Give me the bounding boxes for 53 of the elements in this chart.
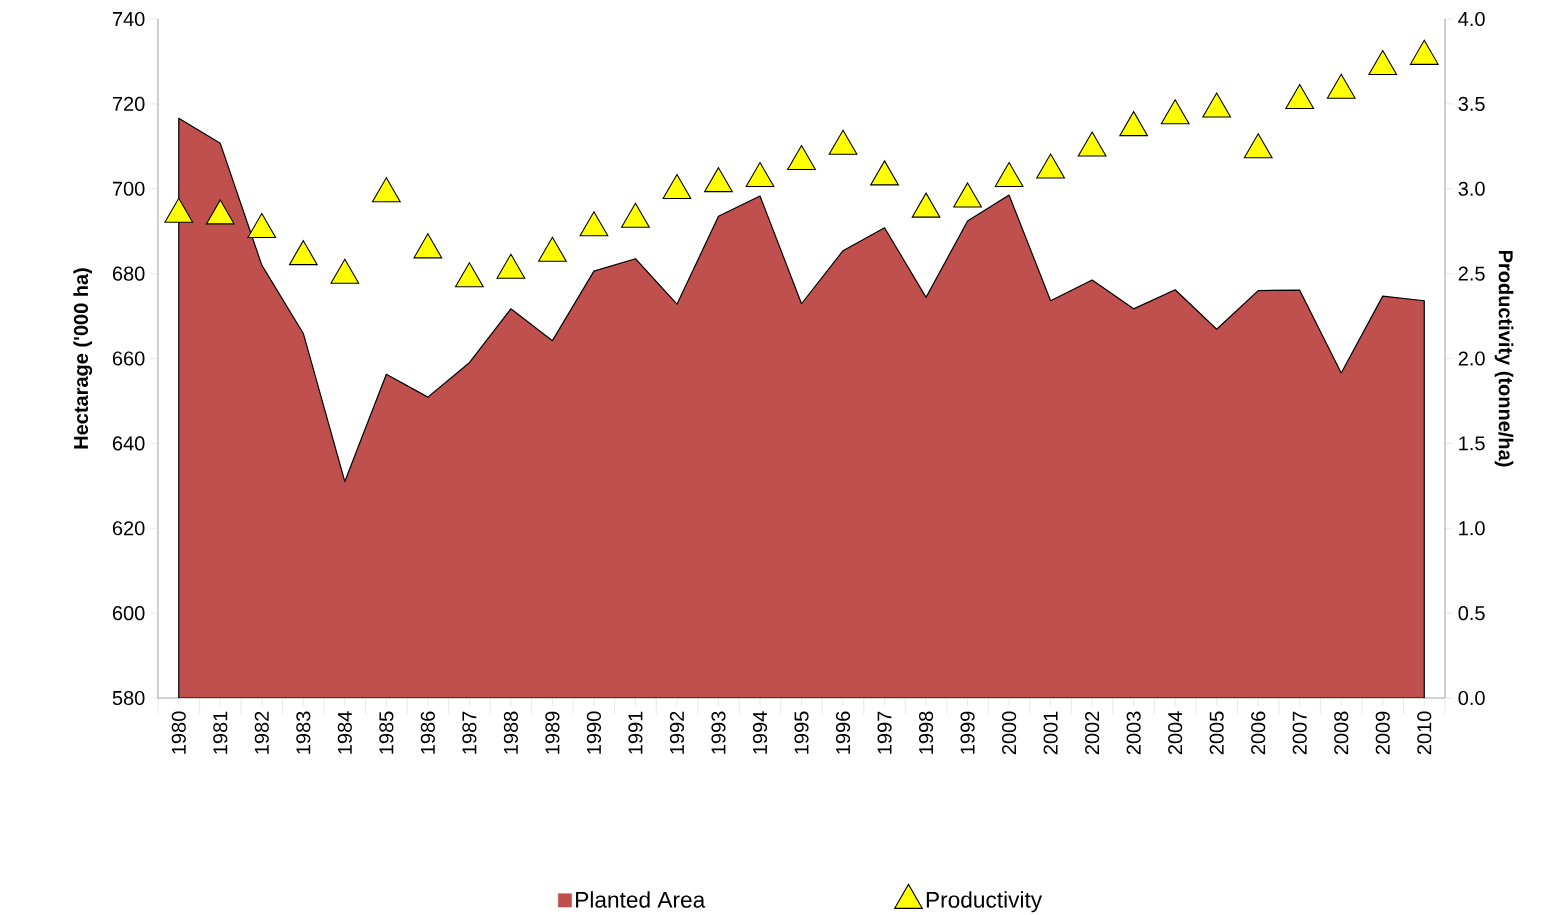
x-tick-label: 1984 [337,711,352,754]
x-tick-label: 1989 [545,711,560,754]
x-tick-label: 1982 [254,711,269,754]
x-tick-label: 1992 [669,711,685,754]
x-tick-label: 1999 [960,711,975,754]
x-tick-label: 2006 [1251,711,1266,755]
legend-label: Productivity [926,891,1043,913]
y-tick-label: 740 [112,11,145,27]
y2-tick-label: 0.0 [1458,690,1485,706]
x-tick-label: 1981 [213,711,228,754]
y2-tick-label: 4.0 [1458,11,1485,27]
y-tick-label: 600 [112,606,145,621]
y-tick-label: 640 [112,436,145,451]
x-tick-label: 2002 [1085,711,1100,755]
x-tick-label: 1998 [918,711,934,754]
y-tick-label: 620 [112,521,145,536]
x-tick-label: 2003 [1126,711,1141,755]
x-tick-label: 2007 [1292,711,1307,755]
x-tick-label: 2000 [1002,711,1017,755]
y2-tick-label: 1.5 [1459,436,1485,451]
x-tick-label: 1994 [752,711,768,754]
x-tick-label: 1990 [586,711,601,754]
y-tick-label: 680 [112,266,145,281]
y-axis-title: Hectarage ('000 ha) [73,268,93,449]
y-tick-label: 580 [112,690,145,706]
y-tick-label: 660 [112,351,145,366]
x-tick-label: 2009 [1375,711,1390,755]
y2-tick-label: 3.0 [1458,181,1485,196]
y2-tick-label: 2.0 [1458,351,1485,366]
y-tick-label: 700 [112,181,145,196]
x-tick-label: 1988 [503,711,518,754]
y2-tick-label: 1.0 [1459,521,1485,536]
y2-tick-label: 2.5 [1458,266,1485,281]
y2-axis-title: Productivity (tonne/ha) [1494,250,1514,467]
legend-label: Planted Area [576,891,706,908]
x-tick-label: 1996 [835,711,851,754]
x-tick-label: 2001 [1043,711,1058,755]
x-tick-label: 1995 [794,711,809,754]
y2-tick-label: 3.5 [1458,96,1485,111]
x-tick-label: 2004 [1168,711,1183,755]
x-tick-label: 1986 [420,711,435,754]
x-tick-label: 1993 [711,711,726,754]
x-tick-label: 2005 [1209,711,1224,755]
y2-tick-label: 0.5 [1458,606,1485,621]
y-tick-label: 720 [112,96,145,111]
x-tick-label: 1997 [877,711,892,754]
x-tick-label: 1991 [628,711,643,754]
x-tick-label: 1985 [379,711,394,754]
x-tick-label: 1980 [171,711,186,754]
x-tick-label: 1987 [462,711,477,754]
x-tick-label: 2008 [1334,711,1349,755]
x-tick-label: 2010 [1417,711,1432,755]
x-tick-label: 1983 [296,711,311,754]
